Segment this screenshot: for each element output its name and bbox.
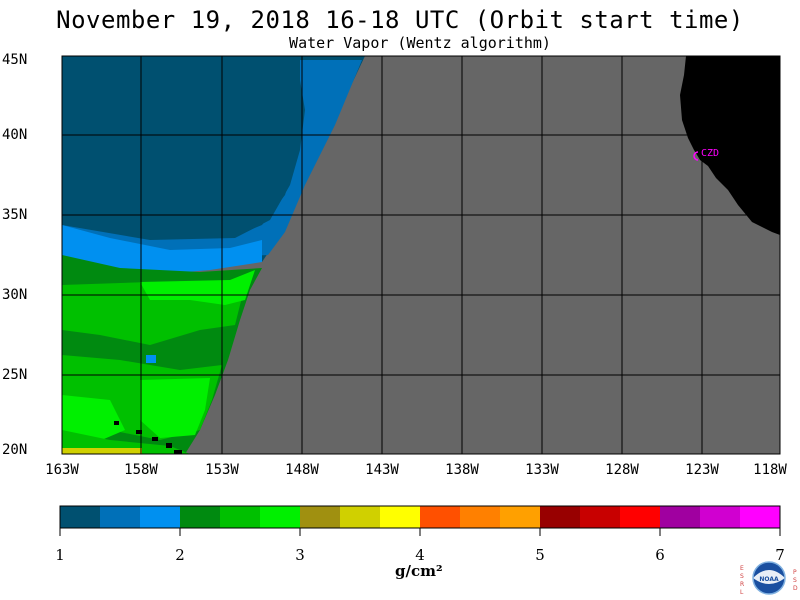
page-subtitle: Water Vapor (Wentz algorithm)	[289, 34, 551, 52]
lon-label: 158W	[124, 462, 158, 478]
colorbar-swatch	[100, 506, 141, 528]
lon-label: 123W	[685, 462, 719, 478]
colorbar-swatch	[300, 506, 341, 528]
svg-text:D: D	[793, 585, 798, 592]
colorbar-swatch	[660, 506, 701, 528]
colorbar-tick-label: 1	[55, 546, 65, 564]
vapor-zone-bright-green-3	[62, 395, 125, 445]
island	[174, 450, 182, 454]
station-marker: CZD	[693, 148, 719, 161]
svg-text:S: S	[793, 577, 797, 584]
vapor-zone-bright-green-2	[140, 378, 210, 438]
lon-label: 148W	[285, 462, 319, 478]
lon-label: 153W	[205, 462, 239, 478]
colorbar-swatch	[460, 506, 501, 528]
lat-label: 45N	[2, 52, 28, 68]
colorbar-swatch	[500, 506, 541, 528]
lon-label: 133W	[525, 462, 559, 478]
svg-text:R: R	[740, 581, 744, 588]
svg-text:S: S	[740, 573, 744, 580]
colorbar-swatch	[700, 506, 741, 528]
colorbar-swatch	[180, 506, 221, 528]
lon-label: 128W	[605, 462, 639, 478]
colorbar-tick-label: 4	[415, 546, 425, 564]
vapor-zone-yellow	[62, 448, 142, 454]
noaa-logo: NOAA E S R L P S D	[740, 561, 798, 596]
colorbar-swatch	[540, 506, 581, 528]
lat-label: 40N	[2, 127, 28, 143]
colorbar-tick-label: 7	[775, 546, 785, 564]
colorbar-swatch	[260, 506, 301, 528]
colorbar-swatch	[620, 506, 661, 528]
island	[166, 443, 172, 448]
colorbar-swatch	[740, 506, 781, 528]
svg-text:E: E	[740, 565, 744, 572]
station-label: CZD	[701, 148, 719, 159]
lon-label: 163W	[45, 462, 79, 478]
island	[114, 421, 119, 425]
colorbar-swatch	[380, 506, 421, 528]
lon-label: 143W	[365, 462, 399, 478]
island	[152, 437, 158, 441]
vapor-zone-medium-blue	[62, 60, 362, 262]
vapor-speckle-blue	[146, 355, 156, 363]
lat-label: 30N	[2, 287, 28, 303]
colorbar-swatch	[420, 506, 461, 528]
map-frame	[61, 55, 781, 455]
page-title: November 19, 2018 16-18 UTC (Orbit start…	[56, 6, 744, 34]
colorbar-swatch	[340, 506, 381, 528]
lon-label: 138W	[445, 462, 479, 478]
colorbar-tick-label: 5	[535, 546, 545, 564]
colorbar-tick-label: 2	[175, 546, 185, 564]
colorbar-swatch	[580, 506, 621, 528]
map-gridlines	[62, 56, 780, 454]
island	[136, 430, 142, 434]
land-north-america	[680, 56, 780, 235]
svg-text:L: L	[740, 589, 744, 596]
colorbar-tick-label: 3	[295, 546, 305, 564]
lat-label: 20N	[2, 442, 28, 458]
lon-label: 118W	[753, 462, 787, 478]
svg-text:P: P	[793, 569, 797, 576]
vapor-zone-bright-green-1	[140, 270, 255, 305]
colorbar-swatch	[60, 506, 101, 528]
colorbar-swatch	[140, 506, 181, 528]
colorbar	[60, 506, 781, 528]
svg-text:NOAA: NOAA	[759, 576, 779, 583]
colorbar-units: g/cm²	[395, 562, 443, 580]
lat-label: 25N	[2, 367, 28, 383]
vapor-zone-dark-blue-core	[62, 56, 302, 238]
colorbar-swatch	[220, 506, 261, 528]
water-vapor-data	[62, 56, 365, 454]
vapor-zone-light-blue	[62, 225, 262, 275]
colorbar-tick-label: 6	[655, 546, 665, 564]
colorbar-tick-marks	[59, 528, 781, 536]
lat-label: 35N	[2, 207, 28, 223]
